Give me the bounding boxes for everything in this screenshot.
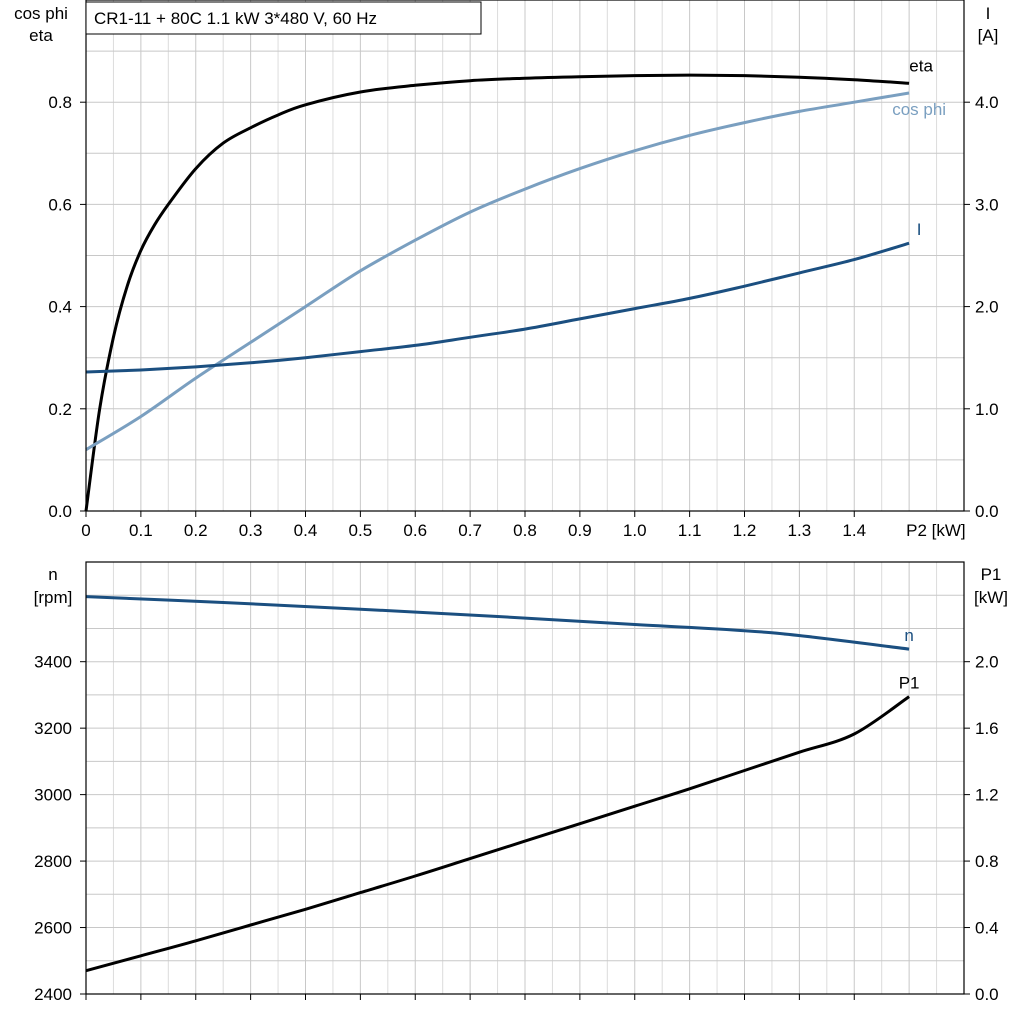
top-right-axis-label-line2: [A] <box>978 26 999 45</box>
top-x-tick-label: 0.5 <box>349 521 373 540</box>
series-label-i: I <box>917 220 922 239</box>
bottom-series: n P1 <box>85 595 920 973</box>
bottom-ticks: 2400 2600 2800 3000 3200 3400 0.0 0.4 0.8 1.2 1.6 2… <box>34 653 998 1004</box>
bottom-right-tick-label: 0.0 <box>975 985 999 1004</box>
top-x-tick-label: 0 <box>81 521 90 540</box>
bottom-right-axis-label-line1: P1 <box>981 565 1002 584</box>
top-right-tick-label: 0.0 <box>975 502 999 521</box>
top-left-tick-label: 0.2 <box>48 400 72 419</box>
top-left-tick-label: 0.6 <box>48 195 72 214</box>
top-x-tick-label: 0.8 <box>513 521 537 540</box>
bottom-right-tick-label: 0.4 <box>975 919 999 938</box>
top-x-tick-label: 1.4 <box>842 521 866 540</box>
top-x-tick-label: 0.6 <box>403 521 427 540</box>
top-ticks: 0.0 0.2 0.4 0.6 0.8 0.0 1.0 2.0 3.0 4.0 0 0.1 0.2 0.3… <box>48 93 998 540</box>
top-x-tick-label: 0.9 <box>568 521 592 540</box>
bottom-right-tick-label: 2.0 <box>975 653 999 672</box>
bottom-right-tick-label: 1.6 <box>975 719 999 738</box>
bottom-left-axis-label-line1: n <box>48 565 57 584</box>
top-series: eta cos phi I <box>84 56 946 512</box>
bottom-left-tick-label: 2800 <box>34 852 72 871</box>
top-x-tick-label: 0.3 <box>239 521 263 540</box>
title-box <box>85 1 482 35</box>
top-left-axis-label-line2: eta <box>29 26 53 45</box>
bottom-left-tick-label: 2400 <box>34 985 72 1004</box>
series-line-eta <box>84 73 910 512</box>
bottom-right-tick-label: 1.2 <box>975 786 999 805</box>
top-right-axis-label-line1: I <box>986 4 991 23</box>
top-x-tick-label: 0.7 <box>458 521 482 540</box>
top-x-tick-label: 0.1 <box>129 521 153 540</box>
series-line-i <box>85 241 910 374</box>
series-line-n <box>85 595 910 651</box>
bottom-left-tick-label: 2600 <box>34 919 72 938</box>
top-x-axis-label: P2 [kW] <box>906 521 966 540</box>
top-right-tick-label: 4.0 <box>975 93 999 112</box>
top-right-tick-label: 1.0 <box>975 400 999 419</box>
bottom-left-tick-label: 3200 <box>34 719 72 738</box>
bottom-plot-frame <box>85 561 965 995</box>
top-left-tick-label: 0.8 <box>48 93 72 112</box>
series-label-eta: eta <box>909 56 933 75</box>
top-x-tick-label: 0.2 <box>184 521 208 540</box>
top-left-tick-label: 0.0 <box>48 502 72 521</box>
top-x-tick-label: 1.1 <box>678 521 702 540</box>
top-x-tick-label: 1.3 <box>788 521 812 540</box>
chart-title: CR1-11 + 80C 1.1 kW 3*480 V, 60 Hz <box>94 9 377 28</box>
top-right-tick-label: 3.0 <box>975 195 999 214</box>
series-line-p1 <box>85 695 910 973</box>
top-x-tick-label: 1.2 <box>733 521 757 540</box>
top-left-axis-label-line1: cos phi <box>14 4 68 23</box>
bottom-left-tick-label: 3400 <box>34 653 72 672</box>
series-label-p1: P1 <box>899 674 920 693</box>
top-x-tick-label: 1.0 <box>623 521 647 540</box>
bottom-left-tick-label: 3000 <box>34 786 72 805</box>
top-x-tick-label: 0.4 <box>294 521 318 540</box>
top-grid <box>86 0 964 511</box>
bottom-right-axis-label-line2: [kW] <box>974 588 1008 607</box>
bottom-left-axis-label-line2: [rpm] <box>34 588 73 607</box>
top-plot-frame <box>85 0 965 512</box>
series-label-cos-phi: cos phi <box>892 100 946 119</box>
top-left-tick-label: 0.4 <box>48 298 72 317</box>
top-right-tick-label: 2.0 <box>975 298 999 317</box>
series-label-n: n <box>904 626 913 645</box>
bottom-right-tick-label: 0.8 <box>975 852 999 871</box>
bottom-grid <box>86 562 964 994</box>
